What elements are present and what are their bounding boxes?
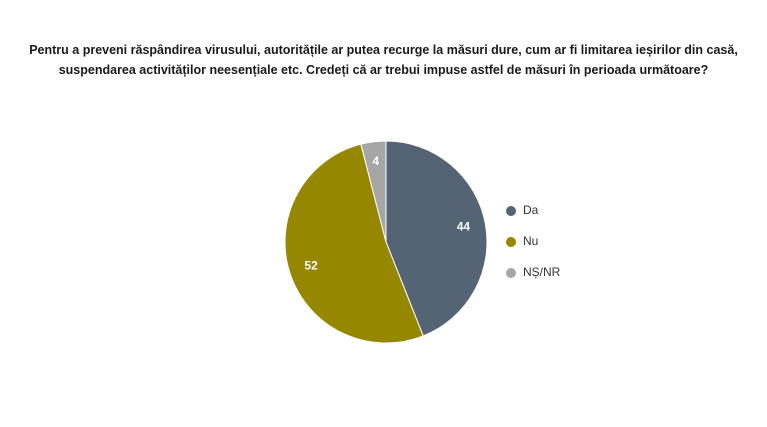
- data-label: 44: [457, 219, 471, 233]
- legend-marker: [506, 237, 516, 247]
- chart-title: Pentru a preveni răspândirea virusului, …: [29, 43, 738, 77]
- legend-marker: [506, 206, 516, 216]
- data-label: 52: [304, 259, 318, 273]
- legend-label: NȘ/NR: [523, 265, 561, 279]
- legend-label: Da: [523, 203, 539, 217]
- legend-marker: [506, 268, 516, 278]
- pie-slice: [360, 140, 387, 243]
- data-label: 4: [373, 154, 380, 168]
- pie-slice: [284, 143, 424, 344]
- pie-slice: [385, 140, 488, 337]
- legend-label: Nu: [523, 234, 538, 248]
